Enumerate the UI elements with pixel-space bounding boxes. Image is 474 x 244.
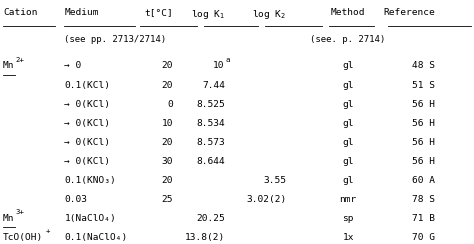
Text: 13.8(2): 13.8(2)	[185, 233, 225, 242]
Text: gl: gl	[342, 61, 354, 71]
Text: → 0: → 0	[64, 61, 82, 71]
Text: 20: 20	[162, 176, 173, 185]
Text: log K$_1$: log K$_1$	[191, 8, 225, 21]
Text: 56 H: 56 H	[412, 157, 436, 166]
Text: nmr: nmr	[339, 195, 357, 204]
Text: 20.25: 20.25	[196, 214, 225, 223]
Text: 8.525: 8.525	[196, 100, 225, 109]
Text: 1(NaClO₄): 1(NaClO₄)	[64, 214, 116, 223]
Text: 8.573: 8.573	[196, 138, 225, 147]
Text: 0.1(KCl): 0.1(KCl)	[64, 81, 110, 90]
Text: Method: Method	[331, 8, 365, 17]
Text: 3+: 3+	[15, 209, 24, 215]
Text: gl: gl	[342, 176, 354, 185]
Text: 20: 20	[162, 61, 173, 71]
Text: 0.03: 0.03	[64, 195, 88, 204]
Text: 30: 30	[162, 157, 173, 166]
Text: 56 H: 56 H	[412, 100, 436, 109]
Text: 0.1(KNO₃): 0.1(KNO₃)	[64, 176, 116, 185]
Text: t[°C]: t[°C]	[145, 8, 173, 17]
Text: 3.55: 3.55	[264, 176, 287, 185]
Text: log K$_2$: log K$_2$	[253, 8, 287, 21]
Text: 0.1(NaClO₄): 0.1(NaClO₄)	[64, 233, 128, 242]
Text: (see. p. 2714): (see. p. 2714)	[310, 35, 386, 44]
Text: 25: 25	[162, 195, 173, 204]
Text: 7.44: 7.44	[202, 81, 225, 90]
Text: → 0(KCl): → 0(KCl)	[64, 119, 110, 128]
Text: 56 H: 56 H	[412, 138, 436, 147]
Text: Reference: Reference	[384, 8, 436, 17]
Text: 71 B: 71 B	[412, 214, 436, 223]
Text: 78 S: 78 S	[412, 195, 436, 204]
Text: 0: 0	[167, 100, 173, 109]
Text: gl: gl	[342, 119, 354, 128]
Text: 20: 20	[162, 81, 173, 90]
Text: 3.02(2): 3.02(2)	[246, 195, 287, 204]
Text: → 0(KCl): → 0(KCl)	[64, 100, 110, 109]
Text: Mn: Mn	[3, 61, 15, 71]
Text: Medium: Medium	[64, 8, 99, 17]
Text: 10: 10	[213, 61, 224, 71]
Text: (see pp. 2713/2714): (see pp. 2713/2714)	[64, 35, 167, 44]
Text: → 0(KCl): → 0(KCl)	[64, 138, 110, 147]
Text: +: +	[46, 228, 51, 234]
Text: gl: gl	[342, 157, 354, 166]
Text: 20: 20	[162, 138, 173, 147]
Text: TcO(OH): TcO(OH)	[3, 233, 43, 242]
Text: 8.534: 8.534	[196, 119, 225, 128]
Text: gl: gl	[342, 138, 354, 147]
Text: 51 S: 51 S	[412, 81, 436, 90]
Text: 10: 10	[162, 119, 173, 128]
Text: a: a	[225, 57, 230, 63]
Text: 1x: 1x	[342, 233, 354, 242]
Text: 60 A: 60 A	[412, 176, 436, 185]
Text: → 0(KCl): → 0(KCl)	[64, 157, 110, 166]
Text: 2+: 2+	[15, 57, 24, 63]
Text: 8.644: 8.644	[196, 157, 225, 166]
Text: gl: gl	[342, 100, 354, 109]
Text: Cation: Cation	[3, 8, 37, 17]
Text: Mn: Mn	[3, 214, 15, 223]
Text: sp: sp	[342, 214, 354, 223]
Text: 48 S: 48 S	[412, 61, 436, 71]
Text: 56 H: 56 H	[412, 119, 436, 128]
Text: gl: gl	[342, 81, 354, 90]
Text: 70 G: 70 G	[412, 233, 436, 242]
